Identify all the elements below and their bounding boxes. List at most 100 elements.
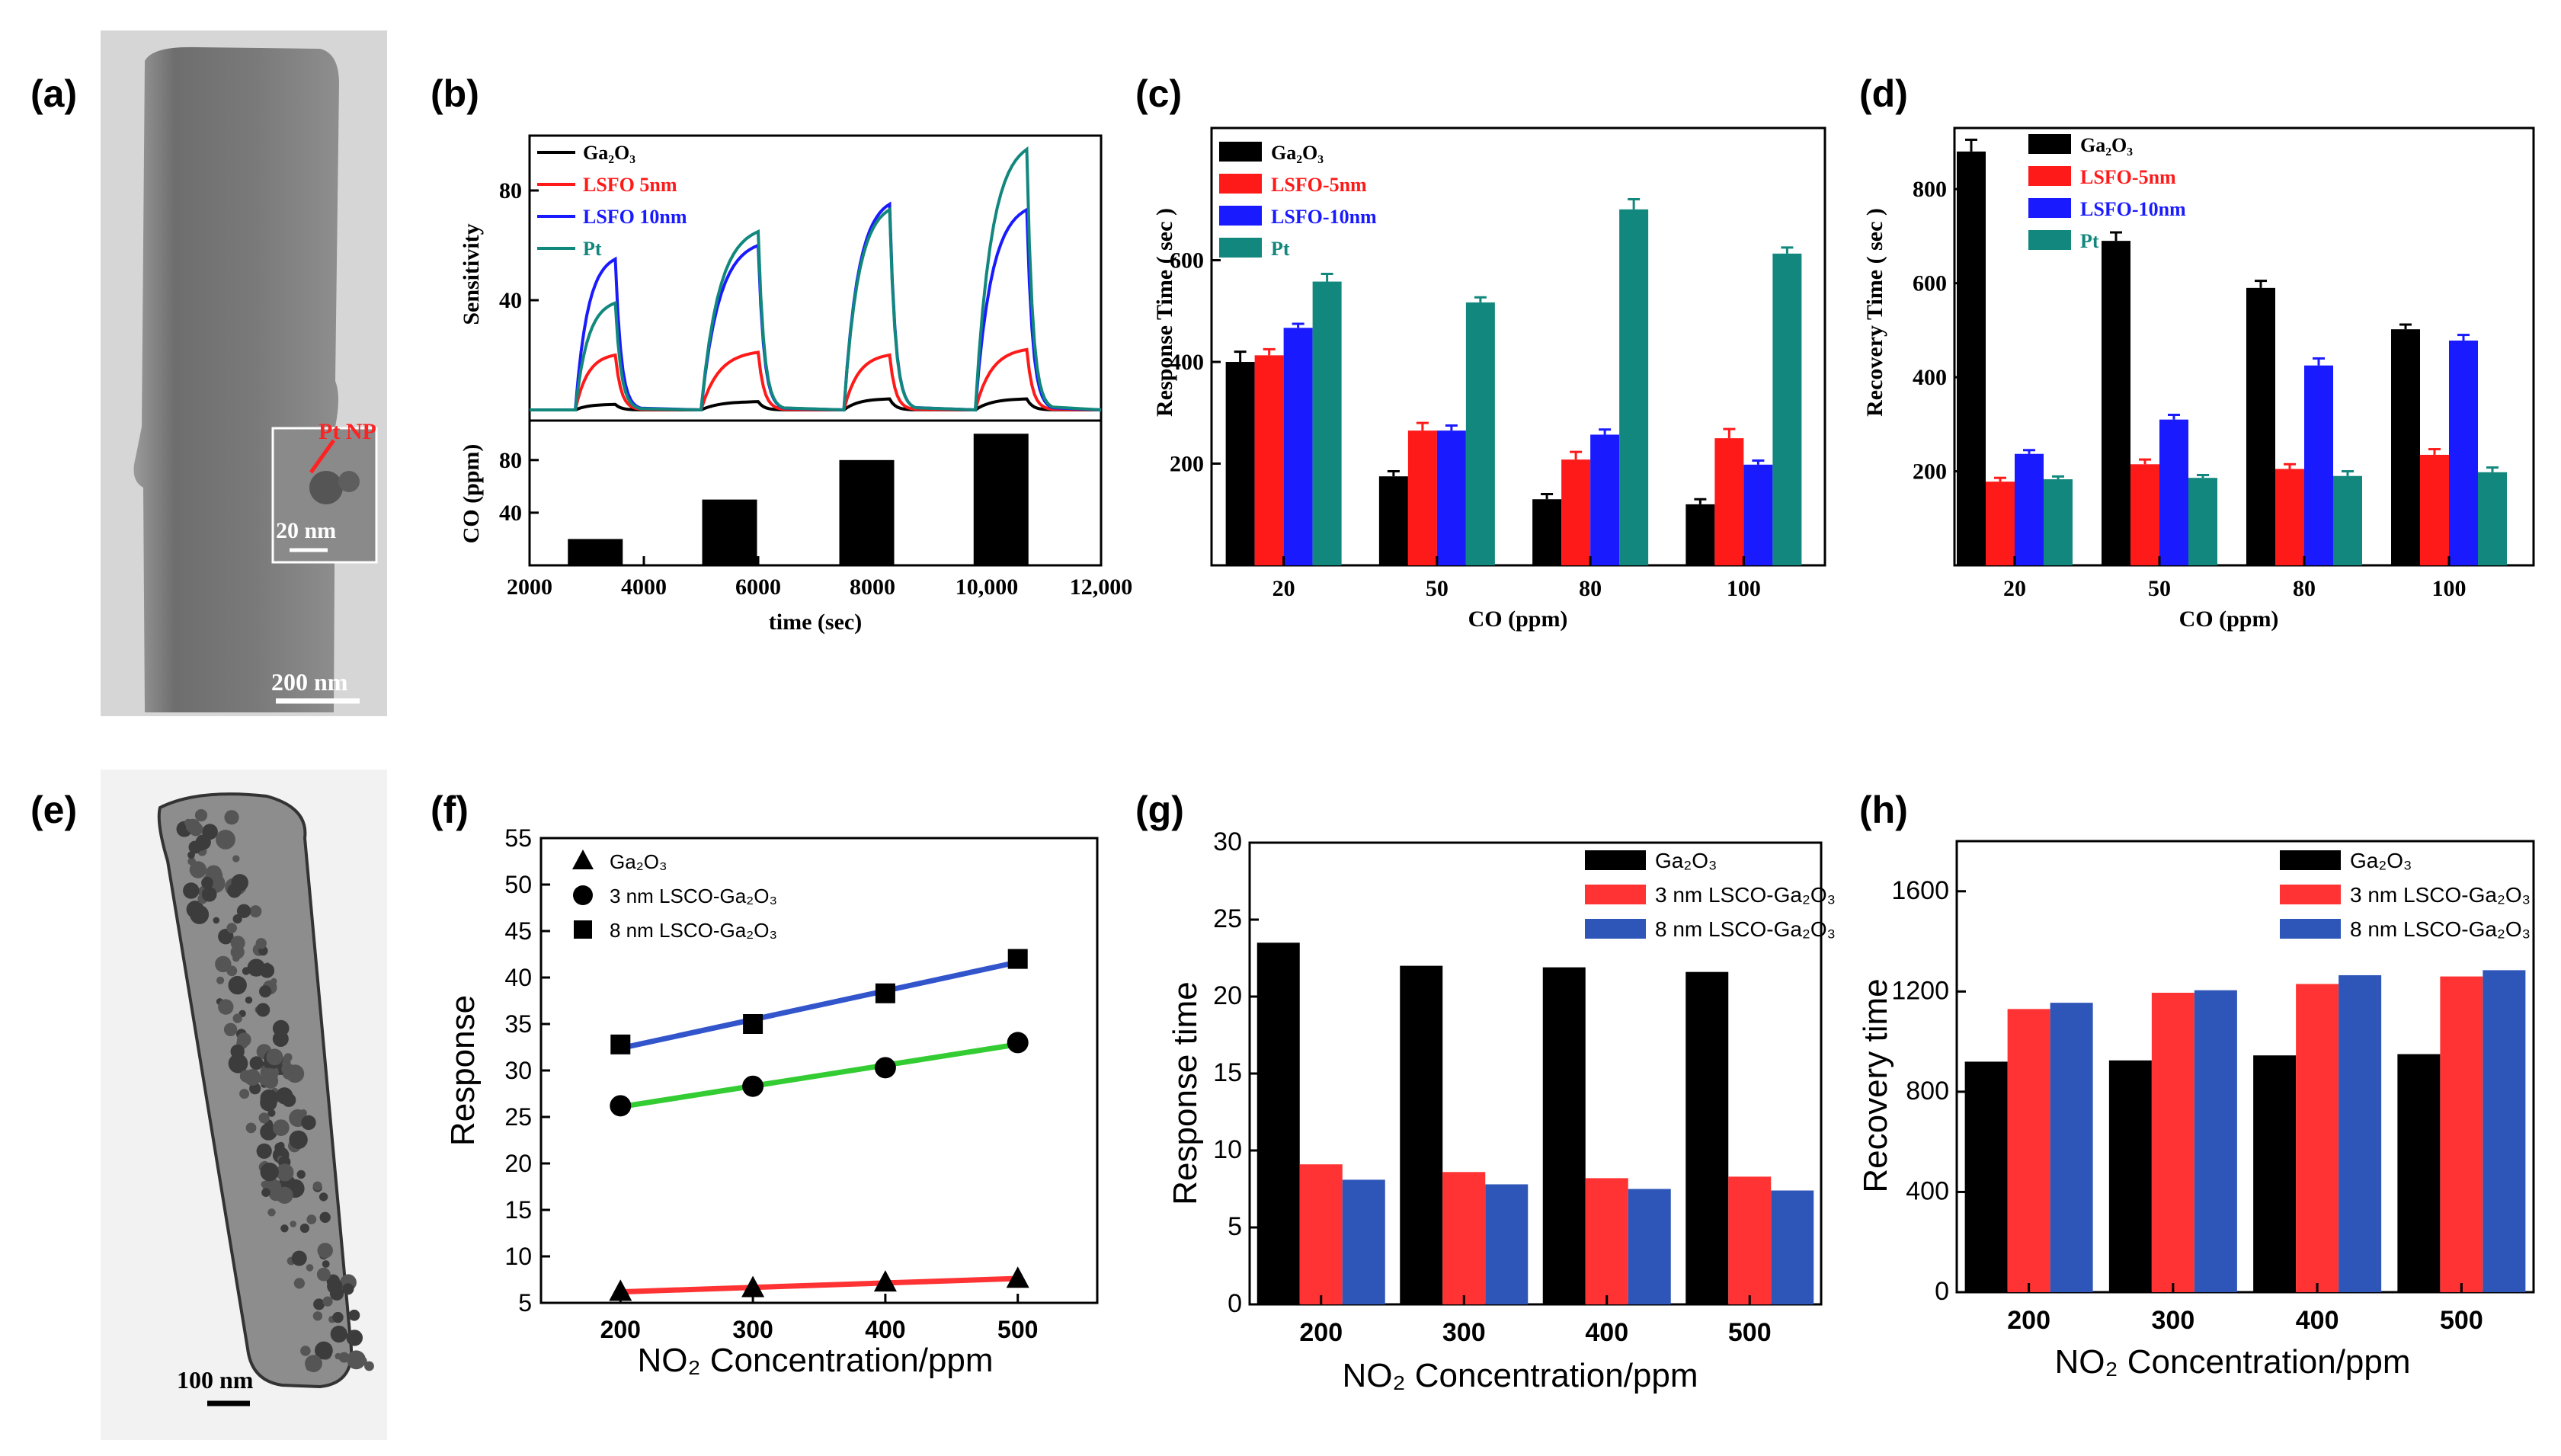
panel-c: (c) 20 50 80 100 200 400 600 Ga₂O₃ LSFO-5nm LSFO-… <box>1135 72 1826 632</box>
nanoparticle <box>364 1361 374 1371</box>
ytick-label: 400 <box>1170 350 1204 375</box>
xlabel-d: CO (ppm) <box>2179 606 2279 632</box>
legend-label: Ga₂O₃ <box>2080 134 2133 156</box>
xlabel-f: NO₂ Concentration/ppm <box>637 1342 993 1379</box>
legend-label: 8 nm LSCO-Ga₂O₃ <box>1655 917 1836 941</box>
bar <box>2483 970 2526 1292</box>
bar <box>1964 1061 2008 1292</box>
ytick-label: 35 <box>504 1010 532 1038</box>
nanoparticle <box>228 975 247 995</box>
nanoparticle <box>228 1054 248 1074</box>
nanoparticle <box>256 1143 272 1159</box>
series-pt-line <box>530 146 1102 412</box>
data-point <box>1006 1266 1029 1288</box>
nanoparticle <box>305 1355 322 1372</box>
legend-label: LSFO-5nm <box>1271 174 1367 196</box>
nanoparticle <box>277 1141 285 1150</box>
nanoparticle <box>276 1163 294 1182</box>
xtick-label: 400 <box>865 1316 905 1343</box>
bar <box>1628 1189 1671 1304</box>
nanoparticle <box>266 1048 283 1066</box>
ytick-label: 10 <box>504 1243 532 1270</box>
ytick-label: 40 <box>499 501 522 526</box>
ytick-label: 40 <box>499 288 522 313</box>
bar <box>1436 430 1466 565</box>
ytick-label: 5 <box>1228 1212 1242 1241</box>
xtick-label: 200 <box>1299 1318 1343 1347</box>
xtick-label: 500 <box>1728 1318 1772 1347</box>
nanoparticle <box>216 976 225 984</box>
bar <box>2159 419 2188 565</box>
nanoparticle <box>215 955 232 973</box>
data-point <box>609 1279 632 1301</box>
ytick-label: 800 <box>1906 1077 1949 1106</box>
nanoparticle <box>300 1346 311 1356</box>
nanoparticle <box>259 985 272 998</box>
nanoparticle <box>319 1211 331 1224</box>
legend-label: 3 nm LSCO-Ga₂O₃ <box>2350 883 2531 907</box>
bar <box>2397 1054 2441 1292</box>
nanoparticle-texture <box>176 809 374 1372</box>
legend-swatch <box>1219 174 1262 194</box>
ytick-label: 600 <box>1913 271 1947 296</box>
bar <box>1542 967 1586 1304</box>
nanoparticle <box>263 1073 279 1089</box>
panel-f: (f) 5 10 15 20 25 30 35 40 45 50 55 200 300 400 500 Ga₂… <box>431 789 1099 1379</box>
legend-label: 3 nm LSCO-Ga₂O₃ <box>610 885 777 907</box>
bar <box>1685 504 1715 565</box>
data-point <box>1007 1032 1029 1054</box>
bar <box>1407 430 1437 565</box>
legend-marker <box>574 920 592 939</box>
bar <box>1312 281 1342 565</box>
scale-label-e: 100 nm <box>177 1366 254 1394</box>
nanoparticle <box>201 876 213 889</box>
plot-frame <box>1210 126 1826 567</box>
bar <box>2151 992 2194 1292</box>
bar <box>2246 287 2275 565</box>
bar <box>2296 984 2339 1292</box>
nanoparticle <box>312 1311 323 1321</box>
legend-label: Ga₂O₃ <box>583 142 635 164</box>
nanoparticle <box>256 1003 271 1017</box>
nanoparticle <box>244 1069 261 1086</box>
xtick-label: 80 <box>2293 576 2316 601</box>
nanoparticle <box>306 1214 317 1224</box>
legend-label: LSFO 5nm <box>583 174 677 196</box>
nanoparticle <box>230 936 245 951</box>
panel-d: (d) 20 50 80 100 200 400 600 800 Ga₂O₃ LSFO-5nm LS… <box>1859 72 2535 632</box>
nanoparticle <box>189 861 207 878</box>
xlabel-c: CO (ppm) <box>1468 606 1568 632</box>
legend-swatch <box>2280 919 2341 939</box>
xtick-label: 12,000 <box>1070 574 1133 600</box>
co-pulse-bar <box>973 434 1029 565</box>
bar <box>2440 976 2483 1292</box>
nanoparticle <box>236 904 251 919</box>
ytick-label: 600 <box>1170 248 1204 274</box>
bar <box>1771 1190 1814 1304</box>
nanoparticle <box>299 1223 309 1234</box>
ytick-label: 80 <box>499 448 522 473</box>
data-point <box>873 1270 897 1292</box>
legend-swatch <box>2028 134 2071 154</box>
plot-frame <box>1953 126 2535 567</box>
bar <box>2015 453 2044 565</box>
nanoparticle <box>330 1325 347 1343</box>
xtick-label: 8000 <box>850 574 895 600</box>
panel-f-label: (f) <box>431 789 469 831</box>
nanoparticle <box>261 1188 271 1197</box>
xtick-label: 400 <box>1585 1318 1628 1347</box>
nanoparticle <box>226 923 238 933</box>
inset-arrow-a <box>309 439 336 474</box>
nanoparticle <box>332 1311 344 1323</box>
nanoparticle <box>293 1278 305 1289</box>
ytick-label: 25 <box>1213 904 1242 933</box>
legend-label: LSFO-10nm <box>2080 198 2186 220</box>
ytick-label: 5 <box>518 1289 532 1317</box>
fit-line <box>619 959 1019 1051</box>
ytick-label: 1600 <box>1891 876 1949 905</box>
nanoparticle <box>258 1112 270 1124</box>
xtick-label: 400 <box>2296 1306 2339 1335</box>
nanoparticle <box>249 905 262 918</box>
legend-swatch <box>2280 885 2341 904</box>
nanoparticle <box>245 996 253 1004</box>
